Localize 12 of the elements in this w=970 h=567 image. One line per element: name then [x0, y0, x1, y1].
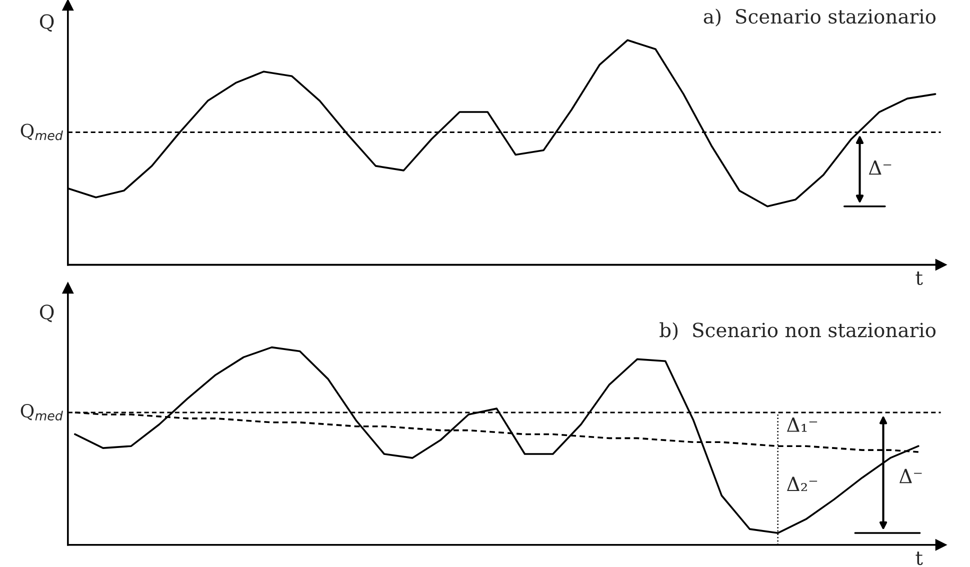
chart-title: b) Scenario non stazionario	[660, 322, 936, 340]
annotation: Δ⁻	[899, 468, 922, 484]
y-axis-title: Q	[40, 14, 54, 32]
annotation: Δ⁻	[868, 160, 892, 175]
ref-line-label: Q$_{med}$	[20, 124, 63, 140]
annotation: Δ₂⁻	[787, 476, 818, 492]
x-axis-title: t	[916, 272, 923, 286]
ref-line-label: Q$_{med}$	[20, 404, 63, 420]
annotation: Δ₁⁻	[787, 418, 818, 432]
y-axis-title: Q	[40, 304, 54, 322]
x-axis-title: t	[916, 552, 923, 566]
chart-title: a) Scenario stazionario	[704, 8, 936, 26]
